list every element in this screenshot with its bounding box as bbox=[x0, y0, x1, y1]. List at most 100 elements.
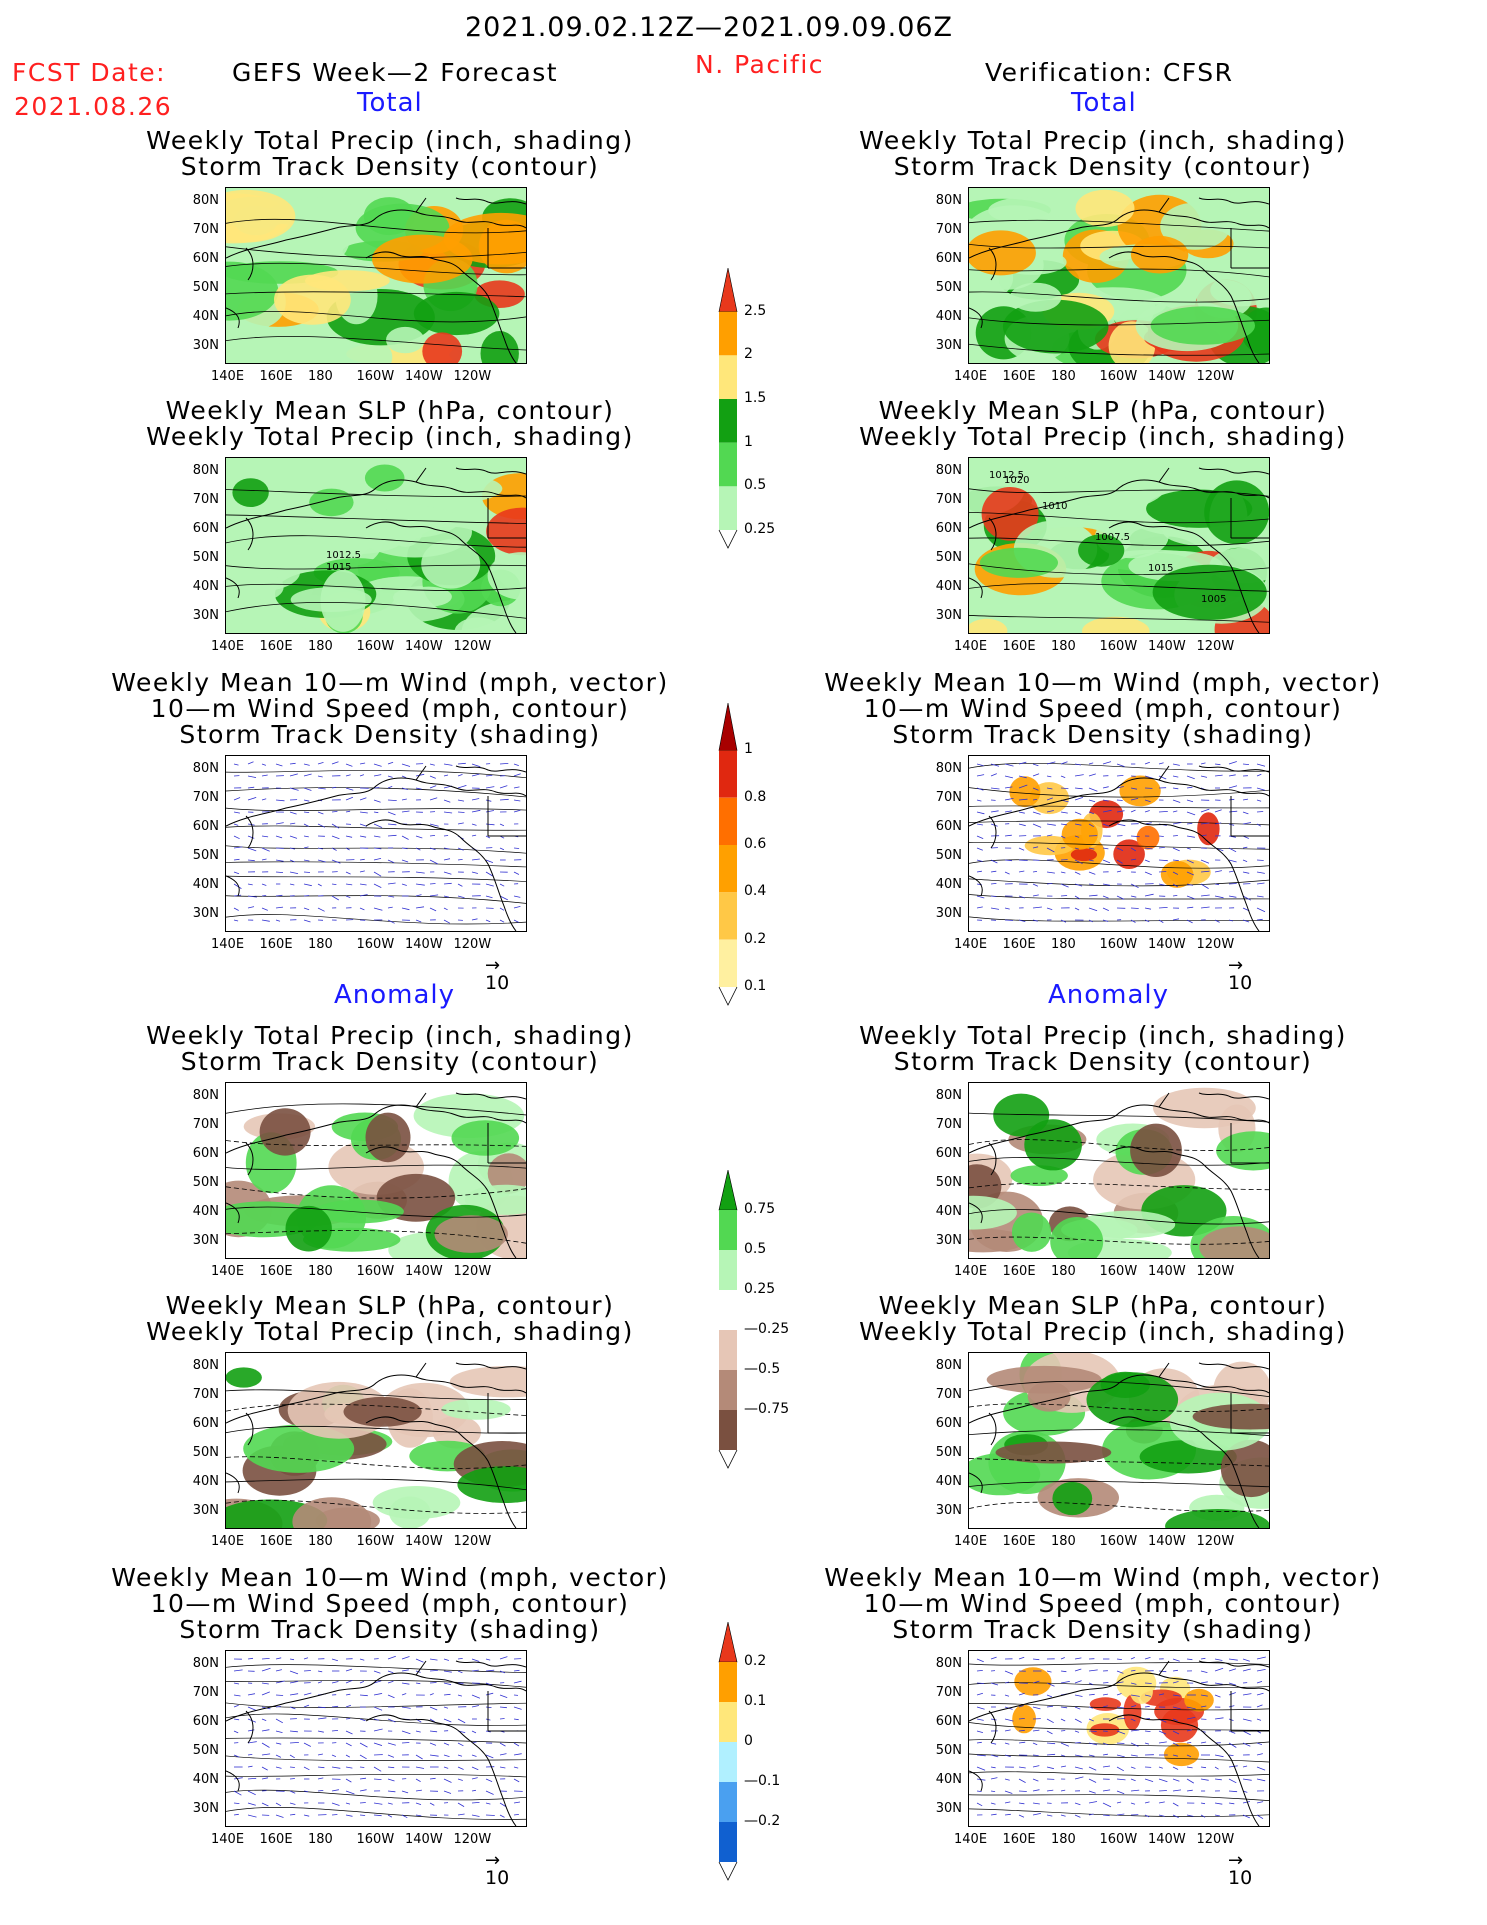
wind-vector bbox=[1256, 871, 1265, 874]
wind-vector bbox=[457, 785, 467, 789]
wind-vector bbox=[1186, 871, 1194, 876]
wind-vector bbox=[247, 906, 255, 909]
coastline bbox=[415, 481, 526, 499]
wind-vector bbox=[415, 835, 423, 839]
lon-tick-label: 140W bbox=[405, 369, 443, 384]
wind-vector bbox=[513, 919, 519, 923]
wind-vector bbox=[261, 1667, 271, 1672]
wind-vector bbox=[401, 1669, 409, 1672]
colorbar-label: 0.2 bbox=[744, 930, 767, 947]
coastline bbox=[455, 1092, 526, 1100]
precip-shade bbox=[343, 1396, 422, 1427]
map-panel bbox=[968, 187, 1270, 364]
panel-title-line: Storm Track Density (shading) bbox=[892, 720, 1314, 749]
wind-vector bbox=[443, 907, 448, 911]
wind-vector bbox=[331, 786, 337, 789]
wind-vector bbox=[317, 823, 326, 828]
wind-speed-contour bbox=[226, 861, 526, 868]
map-canvas bbox=[226, 188, 526, 363]
wind-vector bbox=[471, 1802, 480, 1804]
wind-vector bbox=[1018, 1718, 1025, 1720]
lat-tick-label: 50N bbox=[192, 1743, 219, 1758]
coastline bbox=[1230, 1691, 1269, 1732]
colorbar-top-triangle bbox=[718, 267, 738, 312]
precip-shade bbox=[1216, 1131, 1269, 1171]
coastline bbox=[969, 1092, 1170, 1154]
wind-vector bbox=[317, 1766, 325, 1769]
lat-tick-label: 80N bbox=[935, 1656, 962, 1671]
wind-vector bbox=[1018, 1656, 1025, 1660]
wind-vector bbox=[289, 1670, 299, 1675]
wind-vector bbox=[261, 1729, 270, 1732]
wind-vector bbox=[1046, 907, 1053, 910]
precip-shade bbox=[993, 1093, 1050, 1137]
wind-vector bbox=[1102, 1802, 1112, 1808]
storm-density-shade bbox=[1061, 818, 1098, 850]
precip-shade bbox=[405, 586, 452, 607]
wind-vector bbox=[990, 859, 998, 864]
wind-vector bbox=[1256, 1801, 1264, 1804]
wind-vector bbox=[1074, 871, 1081, 875]
wind-vector bbox=[990, 1656, 997, 1660]
lat-tick-label: 60N bbox=[935, 1416, 962, 1431]
wind-vector bbox=[471, 1766, 479, 1771]
slp-contour-label: 1005 bbox=[1201, 594, 1226, 605]
wind-vector bbox=[1116, 1742, 1125, 1744]
wind-vector bbox=[1242, 1765, 1248, 1768]
colorbar-label: 0.4 bbox=[744, 883, 767, 900]
wind-vector bbox=[1032, 1813, 1041, 1816]
coastline bbox=[969, 1412, 997, 1494]
wind-vector bbox=[976, 835, 984, 839]
wind-vector bbox=[485, 1790, 494, 1795]
wind-vector bbox=[1032, 1765, 1040, 1768]
wind-vector bbox=[485, 1814, 495, 1816]
wind-vector bbox=[387, 799, 397, 801]
wind-vector bbox=[429, 823, 439, 827]
lat-tick-label: 40N bbox=[192, 1772, 219, 1787]
map-panel: 1012.5 1015 bbox=[225, 457, 527, 634]
wind-vector bbox=[359, 1694, 368, 1697]
wind-vector bbox=[1214, 1766, 1219, 1770]
wind-vector bbox=[415, 1658, 424, 1663]
vector-reference: → 10 bbox=[1228, 1852, 1252, 1890]
wind-vector bbox=[289, 1813, 296, 1816]
wind-vector bbox=[1130, 1657, 1135, 1660]
wind-vector bbox=[990, 773, 997, 777]
coastline bbox=[487, 1691, 526, 1732]
vector-reference: → 10 bbox=[1228, 957, 1252, 995]
wind-vector bbox=[1200, 1741, 1207, 1744]
wind-vector bbox=[1228, 785, 1238, 789]
colorbar-svg bbox=[718, 702, 738, 1006]
wind-vector bbox=[1060, 1657, 1065, 1660]
wind-vector bbox=[303, 919, 311, 923]
wind-vector bbox=[1158, 1730, 1167, 1735]
wind-vector bbox=[317, 847, 323, 850]
coastline bbox=[226, 765, 427, 827]
panel-title-line: Weekly Mean 10—m Wind (mph, vector) bbox=[824, 1563, 1382, 1592]
wind-vector bbox=[1004, 1718, 1014, 1722]
wind-vector bbox=[373, 1718, 379, 1721]
coastline bbox=[487, 796, 526, 837]
lat-tick-label: 60N bbox=[192, 251, 219, 266]
colorbar-svg bbox=[718, 1169, 738, 1469]
wind-vector bbox=[387, 1694, 395, 1699]
panel-title-line: 10—m Wind Speed (mph, contour) bbox=[150, 694, 630, 723]
wind-vector bbox=[1172, 1766, 1179, 1770]
wind-vector bbox=[317, 1717, 327, 1720]
wind-vector bbox=[1004, 1729, 1011, 1732]
wind-vector bbox=[1158, 835, 1164, 837]
wind-vector bbox=[976, 1692, 984, 1696]
wind-vector bbox=[1144, 919, 1150, 923]
wind-vector bbox=[387, 761, 394, 765]
precip-shade bbox=[434, 1215, 508, 1253]
wind-vector bbox=[345, 847, 350, 851]
wind-vector bbox=[1172, 918, 1180, 921]
wind-vector bbox=[1032, 846, 1039, 849]
panel-title-line: Storm Track Density (shading) bbox=[179, 720, 601, 749]
map-panel bbox=[225, 1352, 527, 1529]
colorbar-label: 0.5 bbox=[744, 1241, 767, 1257]
wind-speed-contour bbox=[969, 1808, 1269, 1817]
contour-line bbox=[969, 219, 1269, 232]
wind-vector bbox=[401, 1656, 410, 1660]
precip-shade bbox=[1152, 564, 1267, 620]
